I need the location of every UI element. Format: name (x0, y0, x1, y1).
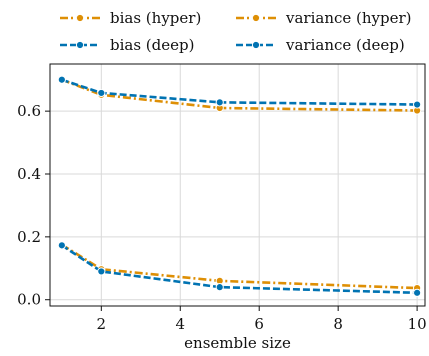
grid (50, 64, 425, 306)
legend-entry: bias (hyper) (60, 9, 201, 27)
y-tick-label: 0.6 (17, 102, 41, 120)
legend-entry: variance (deep) (236, 36, 405, 54)
data-point (413, 288, 422, 297)
legend-entry: bias (deep) (60, 36, 194, 54)
data-point (97, 267, 106, 276)
series-line (61, 243, 418, 290)
data-point (215, 283, 224, 292)
x-axis-label: ensemble size (184, 334, 291, 352)
series-variance-deep (57, 241, 422, 297)
x-tick-label: 2 (97, 315, 107, 333)
data-point (215, 98, 224, 107)
x-tick-label: 10 (408, 315, 427, 333)
x-tick-label: 6 (254, 315, 264, 333)
series-bias-deep (57, 75, 422, 109)
data-point (57, 241, 66, 250)
legend-label: variance (deep) (285, 36, 405, 54)
data-point (413, 100, 422, 109)
data-point (97, 88, 106, 98)
legend-swatch-marker (75, 40, 85, 50)
legend-swatch-marker (251, 40, 261, 50)
legend-entry: variance (hyper) (236, 9, 412, 27)
plot-frame (49, 63, 426, 307)
y-tick-label: 0.2 (17, 228, 41, 246)
y-tick-label: 0.4 (17, 165, 41, 183)
y-tick-label: 0.0 (17, 291, 41, 309)
x-tick-label: 4 (175, 315, 185, 333)
legend-label: bias (hyper) (110, 9, 201, 27)
legend-label: variance (hyper) (285, 9, 412, 27)
data-point (57, 75, 66, 84)
series-variance-hyper (57, 240, 422, 293)
series-line (61, 244, 418, 295)
x-tick-label: 8 (333, 315, 343, 333)
series-layer (57, 75, 422, 297)
y-ticks: 0.0 0.2 0.4 0.6 (17, 102, 50, 309)
x-ticks: 2 4 6 8 10 (97, 306, 427, 333)
legend: bias (hyper) variance (hyper) bias (deep) v… (60, 9, 412, 54)
legend-swatch-marker (251, 13, 261, 23)
legend-label: bias (deep) (110, 36, 194, 54)
legend-swatch-marker (75, 13, 85, 23)
series-line (61, 78, 418, 106)
